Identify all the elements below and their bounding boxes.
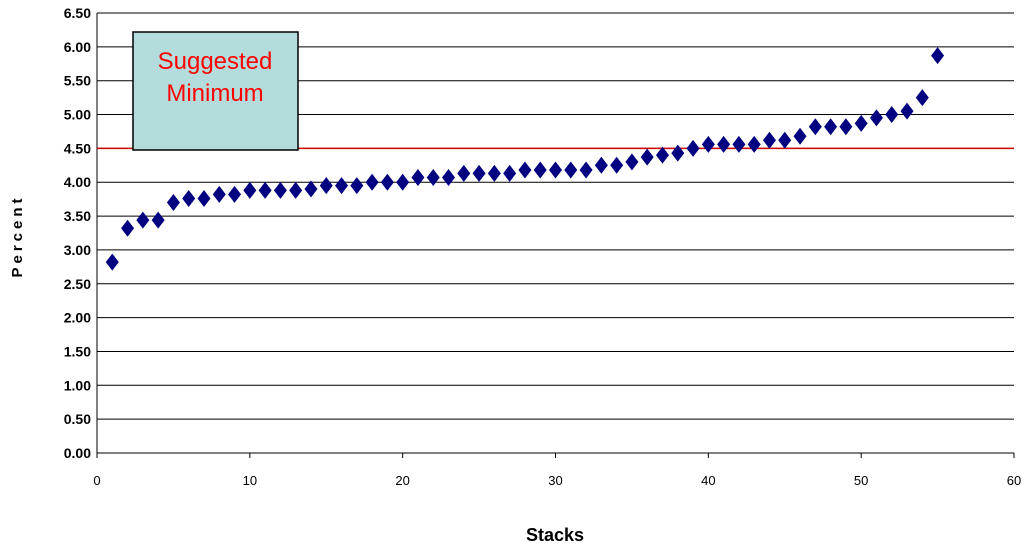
x-tick-label: 0: [93, 473, 100, 488]
data-point: [579, 161, 593, 179]
y-tick-label: 3.50: [64, 208, 91, 224]
y-tick-label: 6.50: [64, 5, 91, 21]
data-point: [564, 161, 578, 179]
data-point: [426, 168, 440, 186]
data-point: [503, 164, 517, 182]
data-point: [518, 161, 532, 179]
data-point: [885, 106, 899, 124]
data-point: [411, 168, 425, 186]
annotation-line-2: Minimum: [166, 80, 263, 107]
data-point: [671, 144, 685, 162]
data-point: [640, 148, 654, 166]
data-point: [396, 173, 410, 191]
y-tick-label: 0.00: [64, 445, 91, 461]
data-point: [686, 139, 700, 157]
x-tick-label: 30: [548, 473, 562, 488]
data-point: [824, 118, 838, 136]
data-point: [442, 168, 456, 186]
annotation-box: [132, 31, 299, 151]
data-point: [212, 185, 226, 203]
data-point: [869, 109, 883, 127]
y-tick-label: 5.50: [64, 73, 91, 89]
data-point: [258, 181, 272, 199]
data-point: [457, 164, 471, 182]
data-point: [793, 127, 807, 145]
y-tick-label: 5.00: [64, 107, 91, 123]
data-point: [304, 180, 318, 198]
y-tick-label: 1.00: [64, 377, 91, 393]
data-point: [228, 185, 242, 203]
data-point: [243, 181, 257, 199]
data-point: [365, 173, 379, 191]
data-point: [625, 153, 639, 171]
y-tick-label: 4.50: [64, 140, 91, 156]
x-tick-label: 10: [243, 473, 257, 488]
data-point: [182, 189, 196, 207]
data-point: [915, 89, 929, 107]
data-point: [151, 211, 165, 229]
data-point: [533, 161, 547, 179]
data-point: [136, 211, 150, 229]
y-tick-label: 1.50: [64, 343, 91, 359]
x-tick-labels: 0 10 20 30 40 50 60: [93, 453, 1021, 488]
y-axis-label: Percent: [9, 194, 26, 277]
y-tick-label: 6.00: [64, 39, 91, 55]
annotation-line-1: Suggested: [158, 48, 273, 75]
data-point: [778, 131, 792, 149]
data-point: [701, 135, 715, 153]
data-point: [594, 156, 608, 174]
data-point: [197, 189, 211, 207]
data-point: [487, 164, 501, 182]
data-point: [319, 177, 333, 195]
data-point: [289, 181, 303, 199]
x-tick-label: 40: [701, 473, 715, 488]
x-tick-label: 50: [854, 473, 868, 488]
data-point: [273, 181, 287, 199]
data-point: [166, 194, 180, 212]
data-point: [717, 135, 731, 153]
y-tick-label: 3.00: [64, 242, 91, 258]
y-tick-label: 4.00: [64, 174, 91, 190]
data-point: [350, 177, 364, 195]
data-point: [854, 114, 868, 132]
data-point: [655, 146, 669, 164]
data-point: [472, 164, 486, 182]
suggested-minimum-annotation: Suggested Minimum: [132, 31, 299, 151]
data-point: [747, 135, 761, 153]
x-tick-label: 60: [1007, 473, 1021, 488]
y-tick-labels: 0.00 0.50 1.00 1.50 2.00 2.50 3.00 3.50 4.00 4.50…: [64, 5, 91, 461]
data-points: [105, 47, 945, 271]
data-point: [900, 102, 914, 120]
data-point: [121, 219, 135, 237]
data-point: [931, 47, 945, 65]
data-point: [808, 118, 822, 136]
data-point: [762, 131, 776, 149]
data-point: [335, 177, 349, 195]
data-point: [732, 135, 746, 153]
y-tick-label: 0.50: [64, 411, 91, 427]
data-point: [549, 161, 562, 179]
y-tick-label: 2.50: [64, 276, 91, 292]
data-point: [610, 156, 624, 174]
x-tick-label: 20: [395, 473, 409, 488]
data-point: [380, 173, 394, 191]
data-point: [839, 118, 853, 136]
data-point: [105, 253, 119, 271]
y-tick-label: 2.00: [64, 310, 91, 326]
x-axis-label: Stacks: [526, 525, 584, 545]
